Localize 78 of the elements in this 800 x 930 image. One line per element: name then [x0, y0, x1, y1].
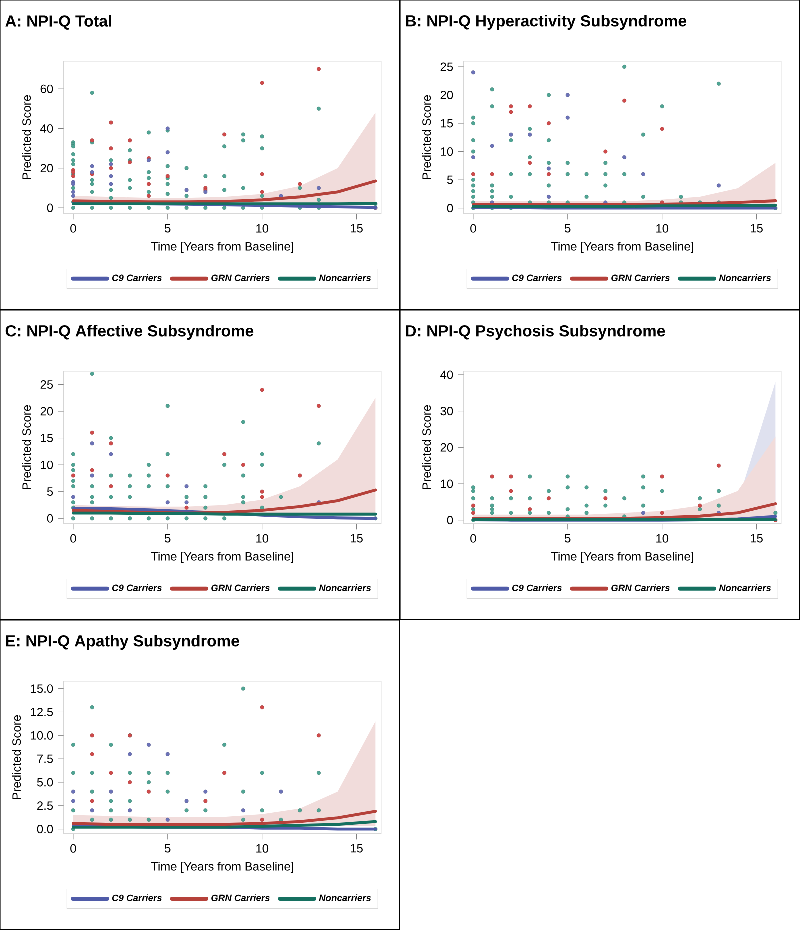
- y-tick-label: 40: [440, 370, 454, 380]
- y-tick-label: 0: [47, 514, 54, 523]
- y-tick-label: 10: [441, 148, 454, 156]
- y-tick-label: 0: [47, 204, 54, 212]
- y-tick-label: 0: [447, 204, 454, 213]
- x-axis-title: Time [Years from Baseline]: [151, 552, 294, 564]
- legend-label: Noncarriers: [719, 274, 772, 282]
- y-tick-label: 5.0: [37, 778, 54, 787]
- x-tick-label: 5: [165, 224, 171, 233]
- legend-label: Noncarriers: [319, 274, 372, 282]
- legend-label: GRN Carriers: [612, 274, 670, 282]
- y-tick-label: 10: [41, 460, 54, 470]
- y-tick-label: 20: [440, 90, 454, 100]
- x-tick-label: 15: [751, 224, 763, 233]
- y-tick-label: 7.5: [38, 754, 54, 764]
- y-tick-label: 10.0: [31, 731, 54, 740]
- y-axis-title: Predicted Score: [422, 96, 432, 180]
- x-tick-label: 0: [470, 224, 476, 233]
- x-tick-label: 10: [656, 224, 669, 233]
- x-tick-label: 15: [351, 844, 363, 853]
- x-tick-label: 15: [351, 534, 363, 543]
- y-tick-label: 15.0: [31, 684, 54, 694]
- y-tick-label: 25: [40, 380, 54, 389]
- y-axis-title: Predicted Score: [422, 406, 432, 490]
- x-tick-label: 5: [165, 534, 171, 543]
- y-axis-title: Predicted Score: [22, 406, 32, 490]
- legend-label: Noncarriers: [319, 894, 372, 902]
- chart-title: A: NPI-Q Total: [6, 15, 112, 30]
- y-tick-label: 15: [441, 119, 454, 128]
- x-tick-label: 5: [165, 844, 171, 853]
- y-tick-label: 2.5: [38, 802, 54, 810]
- x-tick-label: 0: [70, 224, 76, 233]
- x-tick-label: 10: [256, 224, 269, 233]
- x-tick-label: 5: [565, 534, 571, 543]
- chart-title: D: NPI-Q Psychosis Subsyndrome: [406, 325, 666, 340]
- y-tick-label: 20: [440, 443, 454, 452]
- x-tick-label: 10: [256, 844, 269, 853]
- legend-label: Noncarriers: [319, 584, 372, 592]
- y-tick-label: 10: [441, 480, 454, 488]
- y-tick-label: 20: [40, 164, 54, 173]
- legend-label: GRN Carriers: [212, 274, 270, 282]
- x-axis-title: Time [Years from Baseline]: [551, 242, 694, 254]
- chart-title: E: NPI-Q Apathy Subsyndrome: [6, 635, 240, 650]
- legend-label: Noncarriers: [719, 584, 772, 592]
- x-tick-label: 15: [351, 224, 363, 233]
- legend-label: C9 Carriers: [512, 584, 562, 592]
- legend-label: C9 Carriers: [112, 584, 162, 592]
- legend-label: C9 Carriers: [112, 894, 162, 902]
- chart-title: B: NPI-Q Hyperactivity Subsyndrome: [406, 15, 687, 30]
- x-axis-title: Time [Years from Baseline]: [551, 552, 694, 564]
- y-tick-label: 60: [40, 84, 54, 94]
- legend-label: GRN Carriers: [212, 584, 270, 592]
- chart-title: C: NPI-Q Affective Subsyndrome: [6, 325, 254, 340]
- y-tick-label: 5: [447, 176, 454, 184]
- legend-label: GRN Carriers: [212, 894, 270, 902]
- y-tick-label: 12.5: [31, 708, 54, 716]
- x-tick-label: 0: [70, 844, 76, 853]
- y-tick-label: 40: [40, 124, 54, 133]
- y-tick-label: 30: [440, 407, 454, 416]
- legend-label: GRN Carriers: [612, 584, 670, 592]
- y-tick-label: 5: [47, 488, 54, 496]
- legend-label: C9 Carriers: [512, 274, 562, 282]
- y-tick-label: 15: [41, 434, 54, 442]
- x-tick-label: 10: [656, 534, 669, 543]
- x-axis-title: Time [Years from Baseline]: [151, 242, 294, 254]
- y-tick-label: 0: [447, 516, 454, 525]
- y-tick-label: 0.0: [37, 825, 54, 834]
- x-tick-label: 0: [70, 534, 76, 543]
- x-tick-label: 0: [470, 534, 476, 543]
- x-tick-label: 5: [565, 224, 571, 233]
- y-axis-title: Predicted Score: [12, 716, 22, 800]
- x-tick-label: 15: [751, 534, 763, 543]
- legend-label: C9 Carriers: [112, 274, 162, 282]
- x-tick-label: 10: [256, 534, 269, 543]
- y-tick-label: 20: [40, 407, 54, 416]
- y-tick-label: 25: [440, 62, 454, 72]
- y-axis-title: Predicted Score: [22, 96, 32, 180]
- x-axis-title: Time [Years from Baseline]: [151, 862, 294, 874]
